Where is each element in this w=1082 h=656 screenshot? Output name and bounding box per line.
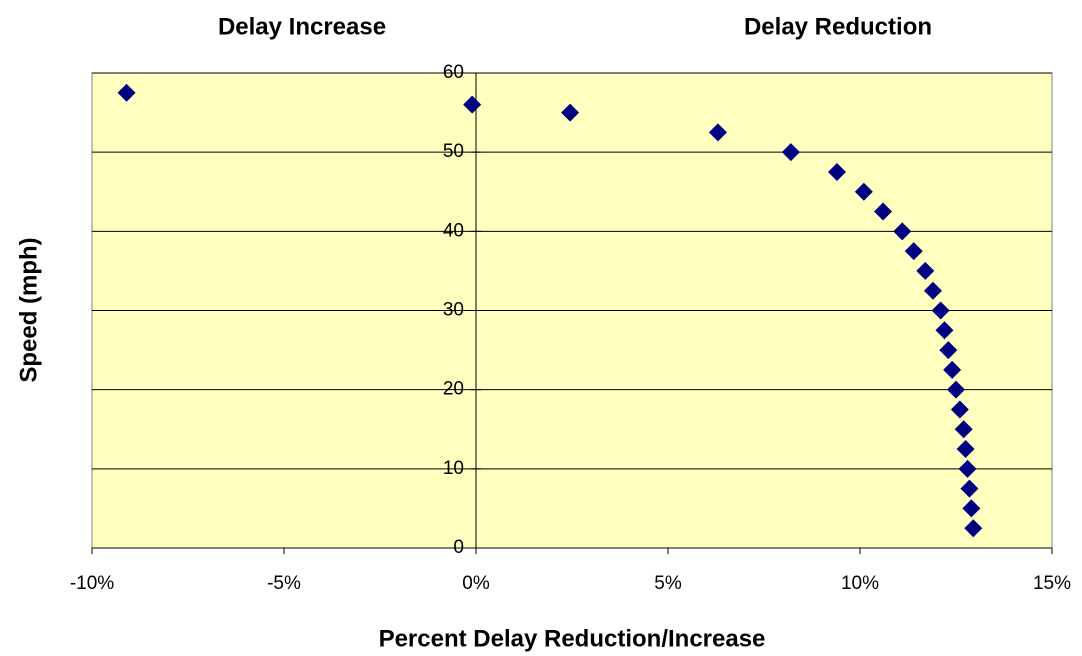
marker xyxy=(935,321,954,340)
marker xyxy=(916,261,935,280)
marker xyxy=(854,182,873,201)
marker xyxy=(954,420,973,439)
marker xyxy=(947,380,965,399)
marker xyxy=(943,360,962,379)
marker xyxy=(708,123,727,142)
marker xyxy=(931,301,950,320)
x-tick-label: 15% xyxy=(1033,573,1071,594)
marker xyxy=(781,143,800,162)
marker xyxy=(964,519,983,538)
y-axis-title: Speed (mph) xyxy=(15,237,42,382)
marker xyxy=(950,400,969,419)
annotation: Delay Increase xyxy=(218,13,386,40)
y-tick-label: 50 xyxy=(443,141,464,162)
marker xyxy=(939,341,958,360)
marker xyxy=(960,479,979,498)
y-tick-label: 20 xyxy=(443,379,464,400)
marker xyxy=(561,103,580,122)
y-tick-label: 40 xyxy=(443,220,464,241)
marker xyxy=(874,202,893,221)
annotation: Delay Reduction xyxy=(744,13,932,40)
y-tick-label: 30 xyxy=(443,300,464,321)
marker xyxy=(958,459,977,478)
x-tick-label: -10% xyxy=(70,573,114,594)
x-tick-label: 0% xyxy=(462,573,490,594)
y-tick-label: 60 xyxy=(443,62,464,83)
marker xyxy=(893,222,912,241)
y-tick-label: 10 xyxy=(443,458,464,479)
marker xyxy=(463,95,482,114)
x-tick-label: 10% xyxy=(841,573,879,594)
marker xyxy=(904,242,923,261)
x-tick-label: 5% xyxy=(654,573,682,594)
marker xyxy=(956,440,975,459)
marker xyxy=(117,83,136,102)
marker xyxy=(923,281,942,300)
x-axis-title: Percent Delay Reduction/Increase xyxy=(379,625,766,652)
x-tick-label: -5% xyxy=(267,573,301,594)
marker xyxy=(962,499,981,518)
marker xyxy=(827,162,846,181)
